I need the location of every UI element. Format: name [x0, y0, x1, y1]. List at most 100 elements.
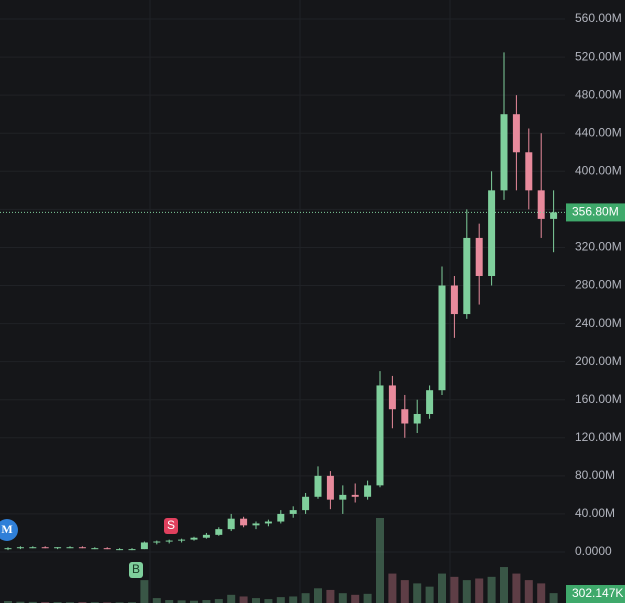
volume-bar — [301, 593, 310, 603]
volume-bar — [500, 567, 508, 603]
y-tick-label: 560.00M — [575, 11, 622, 25]
volume-bar — [140, 580, 149, 603]
y-tick-label: 280.00M — [575, 278, 622, 292]
volume-bar — [512, 573, 521, 603]
volume-bar — [549, 593, 558, 603]
candle-body — [4, 548, 12, 550]
candle-body — [488, 190, 496, 276]
candle-body — [512, 114, 520, 153]
candle-body — [314, 475, 322, 497]
volume-bar — [376, 518, 384, 603]
volume-bar — [214, 599, 223, 603]
candle-body — [463, 237, 471, 315]
volume-bar — [338, 593, 347, 603]
marker-m: M — [1, 522, 12, 536]
volume-bar — [16, 601, 25, 603]
candle-body — [140, 542, 148, 550]
candle-body — [16, 547, 24, 549]
volume-bar — [487, 576, 496, 603]
candle-body — [240, 518, 248, 526]
volume-bar — [202, 600, 211, 603]
marker-b: B — [132, 562, 140, 576]
candle-body — [190, 537, 198, 540]
candle-body — [376, 385, 384, 486]
candle-body — [91, 548, 99, 550]
candle-body — [29, 547, 37, 549]
volume-bar — [165, 600, 174, 603]
volume-label-box — [566, 585, 625, 603]
candle-body — [550, 212, 558, 219]
y-tick-label: 40.00M — [575, 506, 615, 520]
volume-bar — [450, 576, 459, 603]
volume-bar — [400, 580, 409, 603]
y-tick-label: 120.00M — [575, 430, 622, 444]
candle-body — [153, 541, 161, 543]
volume-bar — [4, 601, 12, 603]
y-tick-label: 0.0000 — [575, 544, 612, 558]
volume-bar — [177, 600, 186, 603]
y-tick-label: 520.00M — [575, 49, 622, 63]
candle-body — [165, 540, 173, 542]
candle-body — [351, 494, 359, 497]
candle-body — [41, 547, 49, 549]
candle-body — [227, 518, 235, 530]
candle-body — [54, 547, 62, 549]
volume-bar — [388, 573, 397, 603]
candle-body — [438, 285, 446, 391]
candle-body — [525, 152, 533, 191]
volume-bar — [252, 598, 260, 603]
candle-body — [500, 114, 508, 191]
volume-bar — [28, 601, 37, 603]
candle-body — [289, 510, 297, 514]
candle-body — [264, 521, 272, 524]
candle-body — [66, 547, 74, 549]
volume-bar — [289, 596, 298, 603]
y-tick-label: 320.00M — [575, 240, 622, 254]
volume-bar — [326, 589, 335, 603]
candle-body — [178, 539, 186, 541]
candle-body — [401, 409, 409, 424]
candle-body — [339, 494, 347, 500]
marker-m-badge — [0, 519, 18, 541]
volume-bar — [537, 583, 546, 603]
candle-body — [426, 390, 434, 414]
volume-bar — [438, 573, 446, 603]
candle-body — [475, 237, 483, 276]
volume-bar — [152, 598, 161, 603]
candle-body — [128, 549, 136, 551]
candle-body — [202, 534, 210, 538]
volume-bar — [264, 599, 273, 603]
volume-bar — [462, 580, 471, 603]
candle-body — [450, 285, 458, 315]
candle-body — [215, 529, 223, 535]
candle-body — [103, 548, 111, 550]
marker-s: S — [167, 518, 175, 532]
y-tick-label: 80.00M — [575, 468, 615, 482]
volume-bar — [314, 588, 322, 603]
marker-s-badge — [164, 518, 178, 534]
marker-b-badge — [129, 562, 143, 578]
y-tick-label: 160.00M — [575, 392, 622, 406]
price-label-box — [566, 203, 625, 222]
y-tick-label: 200.00M — [575, 354, 622, 368]
candle-body — [252, 523, 260, 526]
volume-bar — [475, 578, 484, 603]
volume-bar — [351, 594, 360, 603]
volume-label: 302.147K — [572, 586, 623, 600]
volume-bar — [363, 593, 372, 603]
candle-body — [116, 549, 124, 551]
price-label: 356.80M — [572, 205, 619, 219]
y-tick-label: 480.00M — [575, 87, 622, 101]
volume-bar — [239, 596, 248, 603]
y-tick-label: 400.00M — [575, 163, 622, 177]
volume-bar — [413, 583, 422, 603]
volume-bar — [276, 597, 285, 603]
candle-body — [302, 496, 310, 511]
y-tick-label: 440.00M — [575, 125, 622, 139]
volume-bar — [425, 586, 434, 603]
volume-bar — [524, 580, 533, 603]
y-tick-label: 240.00M — [575, 316, 622, 330]
candle-body — [388, 385, 396, 410]
volume-bar — [190, 600, 198, 603]
